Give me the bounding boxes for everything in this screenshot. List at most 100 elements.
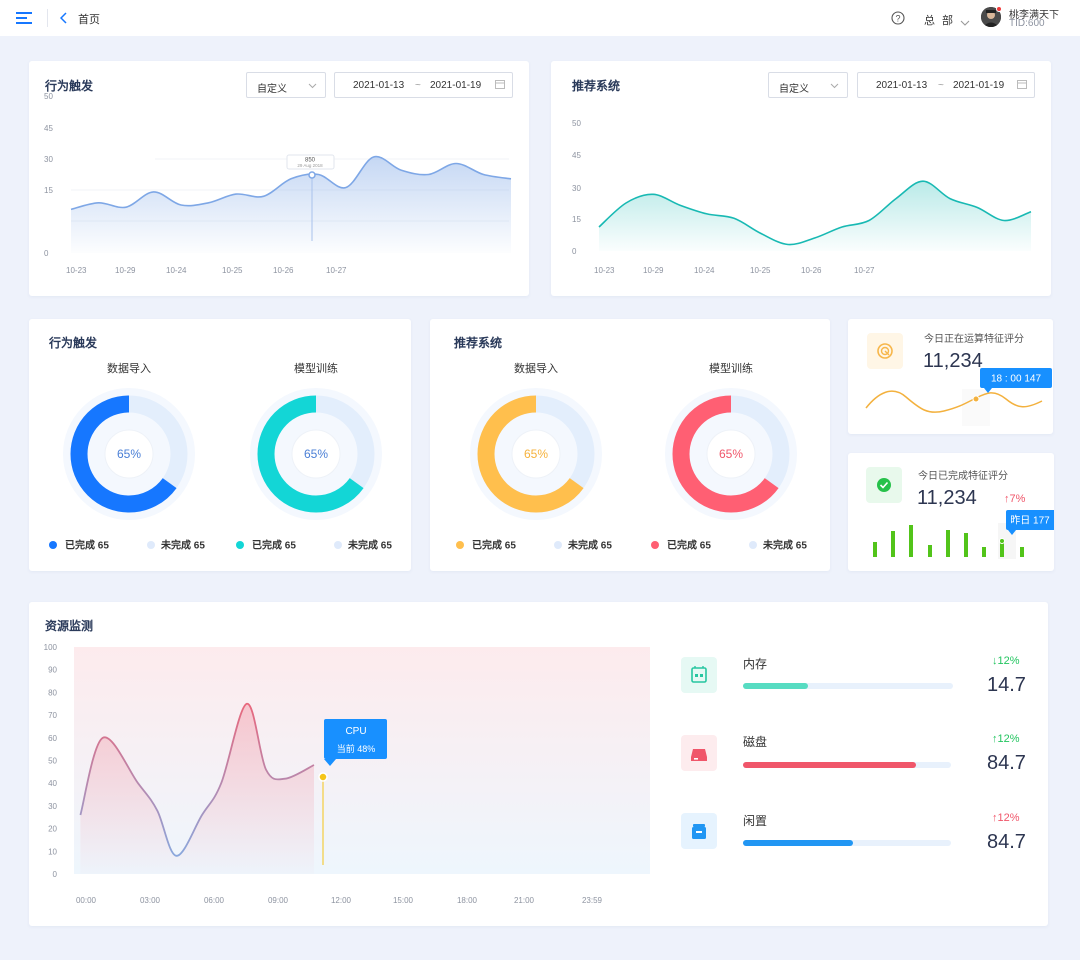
idle-icon — [681, 813, 717, 849]
card-title: 资源监测 — [45, 619, 94, 633]
y-tick-label: 30 — [48, 802, 57, 811]
x-tick-label: 00:00 — [76, 896, 97, 905]
range-select[interactable]: 自定义 — [246, 72, 326, 98]
donut-center — [706, 429, 756, 479]
date-separator: ~ — [938, 80, 944, 91]
hover-tooltip — [1006, 510, 1054, 530]
y-tick-label: 15 — [44, 186, 53, 195]
x-tick-label: 10-26 — [273, 266, 294, 275]
chevron-down-icon[interactable] — [960, 14, 970, 32]
card-title: 行为触发 — [45, 79, 94, 93]
donut-arc — [70, 395, 188, 513]
tooltip-text: 18 : 00 147 — [991, 374, 1041, 385]
legend-undone: 未完成 65 — [160, 539, 205, 552]
behavior-trend-card: 行为触发 自定义 2021-01-13 ~ 2021-01-19 0 15 30 45… — [29, 61, 529, 296]
series-area — [71, 156, 511, 253]
x-tick-label: 23:59 — [582, 896, 603, 905]
x-tick-label: 10-29 — [115, 266, 136, 275]
org-selector[interactable]: 总 部 — [924, 15, 956, 27]
resource-value: 14.7 — [987, 674, 1026, 696]
legend-dot-done — [456, 541, 464, 549]
help-icon[interactable]: ? — [891, 11, 905, 30]
donut-label: 模型训练 — [294, 361, 338, 375]
x-tick-label: 10-29 — [643, 266, 664, 275]
legend-undone: 未完成 65 — [762, 539, 807, 552]
donut-center — [511, 429, 561, 479]
donut-center — [104, 429, 154, 479]
hover-point — [318, 772, 328, 782]
x-tick-label: 10-25 — [222, 266, 243, 275]
resource-change: ↑12% — [992, 733, 1020, 745]
series-line — [79, 702, 315, 857]
hover-point — [308, 171, 316, 179]
series-line — [598, 180, 1032, 246]
target-icon — [867, 333, 903, 369]
legend-dot-done — [49, 541, 57, 549]
user-name[interactable]: 桃李满天下 — [1009, 10, 1059, 21]
cpu-chart: 0 10 20 30 40 50 60 70 80 90 100 00:00 03:00 06:00 09… — [44, 643, 650, 905]
recommend-donut-charts: 数据导入 65% 已完成 65 未完成 65 模型训练 65% 已完成 65 未完成 65 — [456, 361, 807, 552]
y-tick-label: 15 — [572, 215, 581, 224]
idle-progress — [743, 840, 951, 846]
behavior-donut-charts: 数据导入 65% 已完成 65 未完成 65 模型训练 65% 已完成 65 未完成 65 — [49, 361, 392, 552]
running-sparkline: 18 : 00 147 — [865, 368, 1052, 426]
card-title: 推荐系统 — [572, 79, 621, 93]
recommend-donut-card: 推荐系统 数据导入 65% 已完成 65 未完成 65 模型训练 65% 已完成 65 未完成… — [430, 319, 830, 571]
back-icon[interactable] — [59, 11, 68, 29]
donut-center — [291, 429, 341, 479]
chevron-down-icon — [308, 81, 317, 92]
legend-dot-done — [651, 541, 659, 549]
x-tick-label: 06:00 — [204, 896, 225, 905]
arrow-up-icon: ↑ — [992, 733, 998, 745]
range-select-value: 自定义 — [257, 84, 287, 95]
disk-progress — [743, 762, 951, 768]
x-tick-label: 10-24 — [166, 266, 187, 275]
card-title: 推荐系统 — [454, 336, 503, 350]
donut-arc — [672, 395, 790, 513]
memory-progress — [743, 683, 953, 689]
menu-icon[interactable] — [16, 11, 32, 30]
stat-title: 今日正在运算特征评分 — [924, 334, 1024, 345]
chevron-down-icon — [830, 81, 839, 92]
date-range-picker[interactable]: 2021-01-13 ~ 2021-01-19 — [334, 72, 513, 98]
x-tick-label: 10-26 — [801, 266, 822, 275]
hover-band — [962, 389, 990, 426]
plot-background — [74, 647, 650, 874]
resource-monitor-card: 资源监测 0 10 20 30 40 50 60 70 80 90 100 00:00 03:00 06… — [29, 602, 1048, 926]
disk-icon — [681, 735, 717, 771]
tooltip-date: 29 Aug 2018 — [297, 163, 323, 168]
arrow-up-icon: ↑ — [992, 812, 998, 824]
legend-dot-undone — [334, 541, 342, 549]
y-tick-label: 45 — [572, 151, 581, 160]
y-tick-label: 70 — [48, 711, 57, 720]
top-bar: 首页 ? 总 部 桃李满天下 TID:600 — [0, 0, 1080, 36]
x-tick-label: 10-25 — [750, 266, 771, 275]
series-area — [599, 181, 1031, 251]
resource-change-value: 12% — [997, 655, 1020, 667]
svg-text:?: ? — [895, 13, 900, 23]
donut-label: 数据导入 — [107, 361, 151, 375]
y-tick-label: 0 — [53, 870, 58, 879]
calendar-icon — [1017, 79, 1027, 92]
arrow-up-icon: ↑ — [1004, 493, 1010, 505]
x-tick-label: 18:00 — [457, 896, 478, 905]
y-tick-label: 60 — [48, 734, 57, 743]
resource-name: 内存 — [743, 657, 768, 671]
range-select[interactable]: 自定义 — [768, 72, 848, 98]
donut-arc — [477, 395, 595, 513]
resource-change-value: 12% — [997, 733, 1020, 745]
user-tid: TID:600 — [1009, 18, 1045, 29]
x-tick-label: 10-27 — [854, 266, 875, 275]
donut-percent: 65% — [719, 447, 743, 461]
avatar[interactable] — [981, 7, 1001, 27]
y-tick-label: 50 — [572, 119, 581, 128]
date-range-picker[interactable]: 2021-01-13 ~ 2021-01-19 — [857, 72, 1035, 98]
donut-label: 数据导入 — [514, 361, 558, 375]
date-to: 2021-01-19 — [953, 80, 1005, 91]
y-tick-label: 50 — [44, 92, 53, 101]
done-bar-sparkline: 昨日 177 — [873, 510, 1054, 559]
donut-arc — [257, 395, 375, 513]
stat-change: ↑7% — [1004, 493, 1025, 505]
breadcrumb-home[interactable]: 首页 — [78, 14, 100, 26]
legend-undone: 未完成 65 — [567, 539, 612, 552]
